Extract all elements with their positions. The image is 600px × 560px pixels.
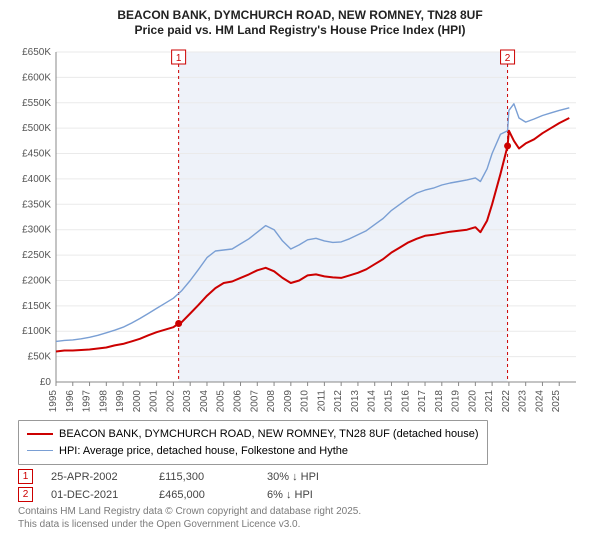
svg-text:2024: 2024 xyxy=(534,390,545,413)
svg-text:2018: 2018 xyxy=(434,390,445,413)
ref-number-box: 1 xyxy=(18,469,33,484)
svg-text:2012: 2012 xyxy=(333,390,344,413)
legend-swatch xyxy=(27,450,53,451)
svg-text:1996: 1996 xyxy=(65,390,76,413)
ref-row: 2 01-DEC-2021 £465,000 6% ↓ HPI xyxy=(18,487,588,502)
ref-price: £465,000 xyxy=(159,489,249,501)
svg-text:2013: 2013 xyxy=(350,390,361,413)
ref-date: 01-DEC-2021 xyxy=(51,489,141,501)
svg-text:2016: 2016 xyxy=(400,390,411,413)
ref-delta: 6% ↓ HPI xyxy=(267,489,357,501)
svg-text:£300K: £300K xyxy=(22,225,51,236)
legend-label: HPI: Average price, detached house, Folk… xyxy=(59,443,348,460)
footer-line2: This data is licensed under the Open Gov… xyxy=(18,518,588,531)
svg-text:£250K: £250K xyxy=(22,250,51,261)
title-line1: BEACON BANK, DYMCHURCH ROAD, NEW ROMNEY,… xyxy=(12,8,588,23)
ref-number-box: 2 xyxy=(18,487,33,502)
svg-text:2019: 2019 xyxy=(451,390,462,413)
svg-text:£350K: £350K xyxy=(22,199,51,210)
svg-text:1997: 1997 xyxy=(82,390,93,413)
svg-text:£500K: £500K xyxy=(22,123,51,134)
svg-text:£550K: £550K xyxy=(22,98,51,109)
reference-table: 1 25-APR-2002 £115,300 30% ↓ HPI 2 01-DEC-202… xyxy=(18,469,588,502)
svg-text:2000: 2000 xyxy=(132,390,143,413)
svg-text:2007: 2007 xyxy=(249,390,260,413)
svg-text:1995: 1995 xyxy=(48,390,59,413)
svg-text:2022: 2022 xyxy=(501,390,512,413)
svg-text:£600K: £600K xyxy=(22,72,51,83)
svg-text:2020: 2020 xyxy=(467,390,478,413)
footer-attribution: Contains HM Land Registry data © Crown c… xyxy=(18,505,588,531)
svg-text:2017: 2017 xyxy=(417,390,428,413)
svg-text:£150K: £150K xyxy=(22,301,51,312)
svg-text:2015: 2015 xyxy=(383,390,394,413)
svg-text:1998: 1998 xyxy=(98,390,109,413)
svg-text:2: 2 xyxy=(505,53,511,64)
svg-text:2002: 2002 xyxy=(165,390,176,413)
ref-price: £115,300 xyxy=(159,471,249,483)
svg-text:2005: 2005 xyxy=(216,390,227,413)
chart-title: BEACON BANK, DYMCHURCH ROAD, NEW ROMNEY,… xyxy=(12,8,588,38)
legend: BEACON BANK, DYMCHURCH ROAD, NEW ROMNEY,… xyxy=(18,420,488,465)
svg-text:1: 1 xyxy=(176,53,182,64)
svg-text:2010: 2010 xyxy=(300,390,311,413)
svg-text:£400K: £400K xyxy=(22,174,51,185)
svg-text:2006: 2006 xyxy=(233,390,244,413)
svg-text:2009: 2009 xyxy=(283,390,294,413)
chart-area: £0 £50K £100K £150K £200K £250K £300K £350K £400… xyxy=(12,44,588,414)
svg-text:2021: 2021 xyxy=(484,390,495,413)
svg-text:£450K: £450K xyxy=(22,149,51,160)
svg-text:£650K: £650K xyxy=(22,47,51,58)
legend-swatch xyxy=(27,433,53,435)
legend-label: BEACON BANK, DYMCHURCH ROAD, NEW ROMNEY,… xyxy=(59,426,479,443)
svg-text:2004: 2004 xyxy=(199,390,210,413)
legend-row: HPI: Average price, detached house, Folk… xyxy=(27,443,479,460)
svg-text:2001: 2001 xyxy=(149,390,160,413)
svg-text:2025: 2025 xyxy=(551,390,562,413)
svg-text:2008: 2008 xyxy=(266,390,277,413)
svg-text:£50K: £50K xyxy=(28,352,52,363)
ref-delta: 30% ↓ HPI xyxy=(267,471,357,483)
svg-text:£200K: £200K xyxy=(22,275,51,286)
ref-date: 25-APR-2002 xyxy=(51,471,141,483)
svg-text:£0: £0 xyxy=(40,377,52,388)
svg-text:2003: 2003 xyxy=(182,390,193,413)
svg-text:2011: 2011 xyxy=(316,390,327,412)
svg-text:2023: 2023 xyxy=(518,390,529,413)
legend-row: BEACON BANK, DYMCHURCH ROAD, NEW ROMNEY,… xyxy=(27,426,479,443)
svg-text:1999: 1999 xyxy=(115,390,126,413)
line-chart: £0 £50K £100K £150K £200K £250K £300K £350K £400… xyxy=(12,44,588,414)
ref-row: 1 25-APR-2002 £115,300 30% ↓ HPI xyxy=(18,469,588,484)
title-line2: Price paid vs. HM Land Registry's House … xyxy=(12,23,588,38)
svg-text:£100K: £100K xyxy=(22,326,51,337)
svg-text:2014: 2014 xyxy=(367,390,378,413)
footer-line1: Contains HM Land Registry data © Crown c… xyxy=(18,505,588,518)
